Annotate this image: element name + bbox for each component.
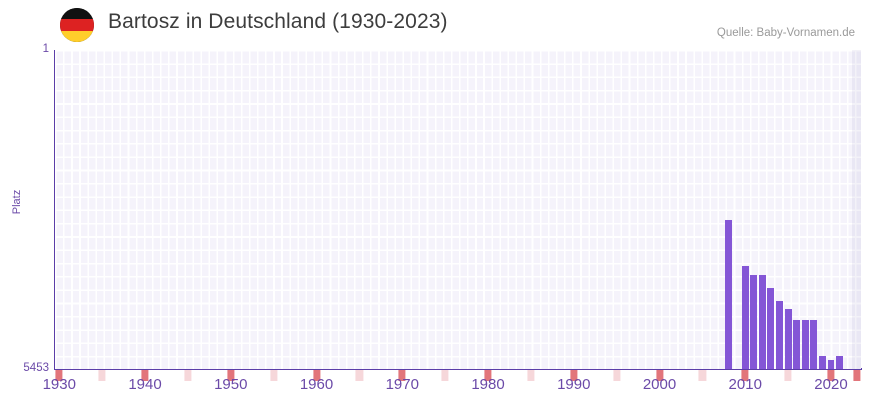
bar-2020[interactable] <box>827 360 835 369</box>
x-axis-tick-mark-end <box>853 370 861 381</box>
x-axis-tick-mark-2015 <box>784 370 792 381</box>
bar-2017[interactable] <box>801 319 809 369</box>
x-axis-tick-label-1950: 1950 <box>214 376 248 393</box>
x-axis-tick-mark-1990 <box>570 370 578 381</box>
bar-2019[interactable] <box>818 355 826 369</box>
x-axis-line <box>54 368 862 370</box>
x-axis-tick-label-2000: 2000 <box>642 376 677 393</box>
x-axis-tick-mark-2020 <box>827 370 835 381</box>
x-axis-tick-label-1960: 1960 <box>299 376 334 393</box>
bar-2011[interactable] <box>750 275 758 369</box>
y-axis-tick-top: 1 <box>42 43 49 55</box>
flag-band-gold <box>60 30 94 42</box>
x-axis-tick-mark-2005 <box>698 370 706 381</box>
bar-2021[interactable] <box>836 355 844 369</box>
bar-2010[interactable] <box>741 265 749 369</box>
x-axis-tick-mark-2010 <box>741 370 749 381</box>
x-axis-tick-label-1980: 1980 <box>471 376 505 393</box>
x-axis-tick-mark-1945 <box>184 370 192 381</box>
plot-area <box>55 50 861 369</box>
chart-header: Bartosz in Deutschland (1930-2023) Quell… <box>0 0 873 48</box>
x-axis-tick-mark-1985 <box>527 370 535 381</box>
x-axis-tick-label-2020: 2020 <box>814 376 848 393</box>
bar-2012[interactable] <box>758 274 766 369</box>
page-title: Bartosz in Deutschland (1930-2023) <box>108 10 448 33</box>
y-axis-tick-bottom: 5453 <box>23 362 49 374</box>
x-axis-tick-mark-1950 <box>227 370 235 381</box>
y-axis-label: Platz <box>11 189 23 215</box>
x-axis-tick-mark-1970 <box>398 370 406 381</box>
x-axis-tick-label-1940: 1940 <box>128 376 162 393</box>
bar-2013[interactable] <box>767 287 775 369</box>
x-axis-tick-mark-2000 <box>655 370 664 381</box>
x-axis-tick-mark-1965 <box>355 370 363 381</box>
x-axis-tick-mark-1955 <box>270 370 278 381</box>
x-axis-tick-label-1990: 1990 <box>557 376 591 393</box>
x-axis-tick-mark-1975 <box>441 370 449 381</box>
x-axis-tick-mark-1935 <box>98 370 106 381</box>
x-axis-tick-mark-1995 <box>613 370 621 381</box>
flag-band-red <box>60 19 94 31</box>
source-attribution: Quelle: Baby-Vornamen.de <box>716 27 855 39</box>
bar-2014[interactable] <box>776 300 784 369</box>
x-axis-tick-mark-1940 <box>141 370 149 381</box>
german-flag-icon <box>60 8 94 42</box>
bar-2015[interactable] <box>784 309 792 369</box>
x-axis-tick-label-1970: 1970 <box>385 376 419 393</box>
bar-2016[interactable] <box>793 319 801 369</box>
x-axis-tick-label-2010: 2010 <box>728 376 762 393</box>
bar-2018[interactable] <box>810 319 818 369</box>
x-axis-tick-mark-1960 <box>312 370 321 381</box>
x-axis-tick-mark-1930 <box>55 370 63 381</box>
x-axis-tick-label-1930: 1930 <box>42 376 76 393</box>
flag-band-black <box>60 8 94 20</box>
bar-series <box>55 50 861 369</box>
bar-2008[interactable] <box>724 219 732 369</box>
x-axis-tick-mark-1980 <box>484 370 492 381</box>
